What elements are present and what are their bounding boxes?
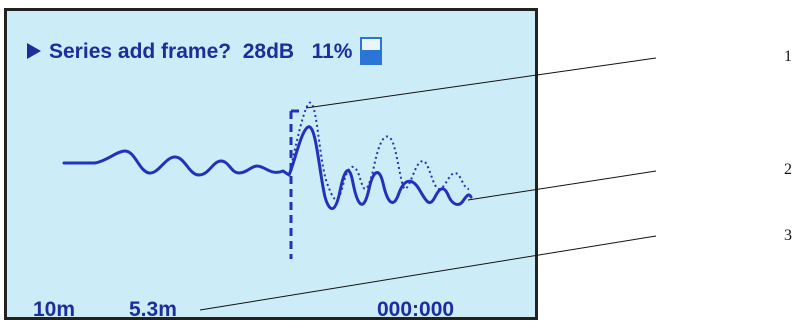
play-triangle-icon bbox=[27, 43, 41, 59]
status-line: Series add frame? 28dB 11% bbox=[27, 37, 383, 65]
callout-label-1: 1 bbox=[784, 48, 792, 65]
battery-icon bbox=[360, 37, 383, 65]
distance-value: 5.3m bbox=[129, 298, 177, 320]
device-screen: Series add frame? 28dB 11% 10m 5.3m 000:… bbox=[4, 8, 538, 320]
waveform-plot bbox=[62, 101, 473, 259]
range-value: 10m bbox=[33, 298, 76, 320]
callout-label-3: 3 bbox=[784, 227, 792, 244]
callout-label-2: 2 bbox=[784, 161, 792, 178]
battery-level-fill bbox=[362, 49, 381, 63]
waveform-current-trace bbox=[62, 125, 473, 211]
status-text: Series add frame? 28dB 11% bbox=[49, 39, 353, 63]
waveform-reference-trace bbox=[288, 101, 470, 201]
time-readout: 000:000 bbox=[377, 298, 455, 320]
